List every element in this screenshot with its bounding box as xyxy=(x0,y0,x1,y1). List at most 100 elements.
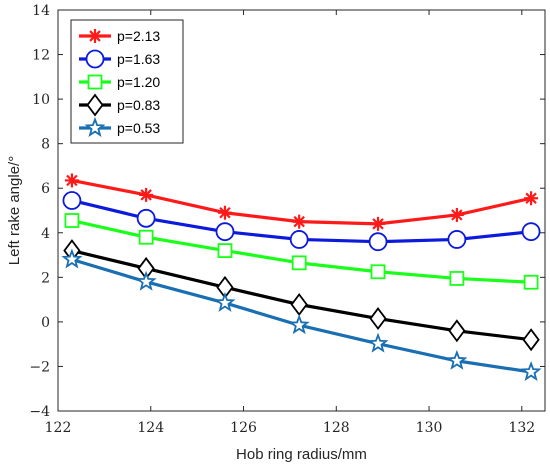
data-point xyxy=(62,191,82,210)
square-shape xyxy=(217,243,233,259)
star-shape xyxy=(446,349,468,370)
star-shape xyxy=(61,248,83,269)
data-point xyxy=(139,187,154,202)
diamond-shape xyxy=(86,93,104,117)
circle-shape xyxy=(85,49,105,69)
y-tick-label: 2 xyxy=(41,270,50,286)
series-p=0.53 xyxy=(61,248,542,381)
x-axis: 122 124 126 128 130 132 xyxy=(45,10,535,436)
data-point xyxy=(523,274,539,290)
legend-marker xyxy=(84,116,106,137)
circle-shape xyxy=(62,191,82,210)
x-tick-label: 128 xyxy=(323,420,350,436)
diamond-shape xyxy=(369,307,387,331)
data-point xyxy=(522,328,540,352)
data-point xyxy=(449,207,464,222)
legend-marker xyxy=(87,74,103,90)
data-point xyxy=(138,229,154,245)
square-shape xyxy=(87,74,103,90)
x-tick-label: 122 xyxy=(45,420,72,436)
legend-item: p=2.13 xyxy=(79,28,160,44)
asterisk-stroke xyxy=(219,207,231,219)
data-point xyxy=(368,232,388,252)
data-point xyxy=(292,214,307,229)
x-axis-label: Hob ring radius/mm xyxy=(236,446,367,463)
x-tick-label: 124 xyxy=(137,420,164,436)
square-shape xyxy=(138,229,154,245)
data-point xyxy=(448,319,466,343)
y-tick-label: 14 xyxy=(32,3,50,19)
y-tick-label: 0 xyxy=(41,315,50,331)
asterisk-stroke xyxy=(525,192,537,204)
asterisk-stroke xyxy=(451,209,463,221)
data-point xyxy=(367,332,389,353)
square-shape xyxy=(449,271,465,286)
star-shape xyxy=(135,270,157,291)
legend-item: p=0.83 xyxy=(79,93,160,117)
y-tick-label: 4 xyxy=(41,226,50,242)
x-tick-label: 126 xyxy=(230,420,257,436)
legend-item: p=0.53 xyxy=(79,116,160,137)
data-point xyxy=(520,360,542,381)
circle-shape xyxy=(215,222,235,242)
legend-label: p=1.63 xyxy=(117,51,160,67)
legend-label: p=0.53 xyxy=(117,120,160,136)
y-tick-label: −2 xyxy=(29,359,50,375)
asterisk-stroke xyxy=(372,218,384,230)
series-p=2.13 xyxy=(64,173,539,231)
y-axis-label: Left rake angle/° xyxy=(6,156,23,265)
circle-shape xyxy=(447,230,467,249)
data-point xyxy=(214,291,236,312)
series-layer xyxy=(61,173,542,381)
asterisk-stroke xyxy=(140,189,152,201)
legend-marker xyxy=(86,93,104,117)
y-tick-label: −4 xyxy=(29,404,50,420)
circle-shape xyxy=(368,232,388,252)
circle-shape xyxy=(521,222,541,242)
diamond-shape xyxy=(448,319,466,343)
legend-item: p=1.20 xyxy=(79,74,160,90)
series-p=1.20 xyxy=(64,213,539,290)
data-point xyxy=(291,255,307,271)
square-shape xyxy=(291,255,307,271)
data-point xyxy=(446,349,468,370)
x-tick-label: 132 xyxy=(508,420,535,436)
data-point xyxy=(61,248,83,269)
legend-item: p=1.63 xyxy=(79,49,160,69)
star-shape xyxy=(367,332,389,353)
data-point xyxy=(288,314,310,335)
y-tick-label: 8 xyxy=(41,137,50,153)
data-point xyxy=(371,216,386,231)
data-point xyxy=(217,243,233,259)
legend-label: p=1.20 xyxy=(117,74,160,90)
plot-area xyxy=(57,9,546,412)
legend-marker xyxy=(85,49,105,69)
y-tick-label: 6 xyxy=(41,181,50,197)
asterisk-stroke xyxy=(66,174,78,187)
asterisk-stroke xyxy=(89,30,101,42)
star-shape xyxy=(214,291,236,312)
square-shape xyxy=(523,274,539,290)
data-point xyxy=(136,208,156,228)
star-shape xyxy=(288,314,310,335)
legend-marker xyxy=(88,29,102,43)
data-point xyxy=(64,213,80,228)
x-tick-label: 130 xyxy=(416,420,443,436)
circle-shape xyxy=(289,230,309,249)
data-point xyxy=(135,270,157,291)
legend-label: p=0.83 xyxy=(117,97,160,113)
circle-shape xyxy=(136,208,156,228)
data-point xyxy=(449,271,465,286)
diamond-shape xyxy=(522,328,540,352)
star-shape xyxy=(520,360,542,381)
y-tick-label: 10 xyxy=(32,92,50,108)
square-shape xyxy=(64,213,80,228)
series-p=1.63 xyxy=(62,191,541,252)
data-point xyxy=(369,307,387,331)
data-point xyxy=(370,264,386,280)
data-point xyxy=(64,173,79,188)
legend: p=2.13 p=1.63 p=1.20 p=0.83 p=0.53 xyxy=(70,19,184,144)
legend-label: p=2.13 xyxy=(117,28,160,44)
data-point xyxy=(217,205,232,220)
